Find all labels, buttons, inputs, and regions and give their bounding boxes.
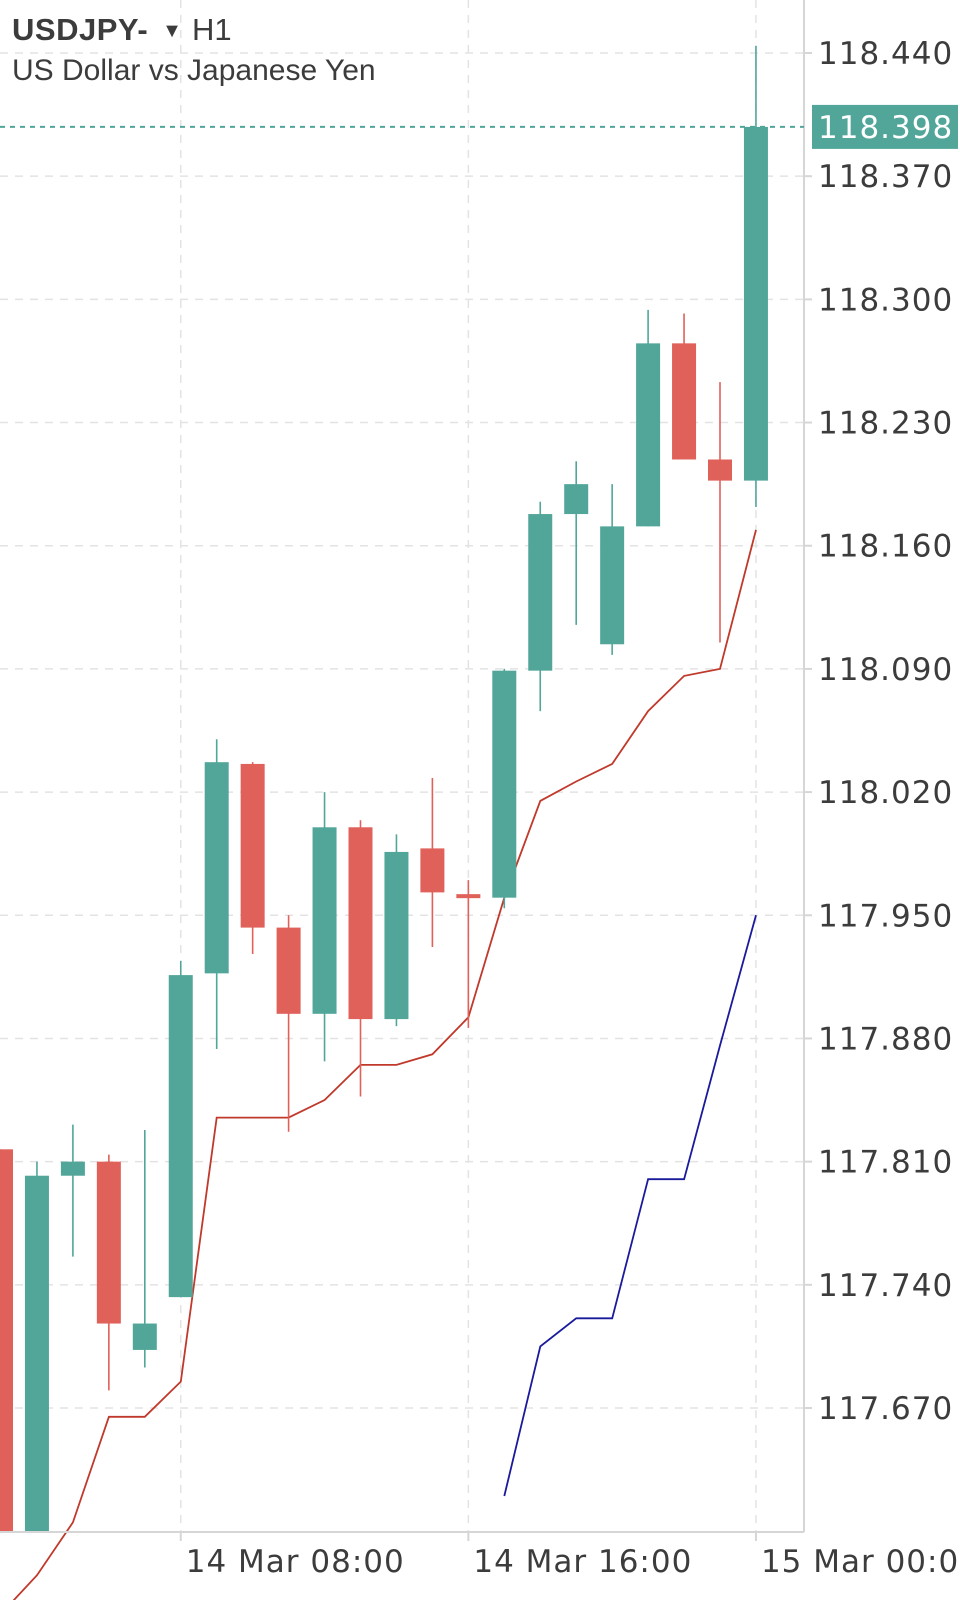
candle-body (420, 848, 445, 893)
candle-bearish (0, 1149, 13, 1532)
timeframe-label[interactable]: H1 (191, 12, 232, 47)
candle-bearish (420, 778, 445, 947)
candle-bearish (276, 915, 301, 1132)
symbol-description: US Dollar vs Japanese Yen (12, 54, 376, 87)
candle-bearish (348, 820, 373, 1097)
candle-body (24, 1175, 49, 1532)
current-price-label: 118.398 (818, 110, 953, 146)
price-tick-label: 117.740 (818, 1268, 953, 1304)
candle-bullish (204, 739, 229, 1050)
current-price-marker: 118.398 (0, 104, 958, 149)
candle-bearish (240, 762, 265, 954)
price-tick-label: 117.670 (818, 1391, 953, 1427)
candle-body (0, 1149, 13, 1532)
candle-body (96, 1161, 121, 1324)
candle-body (600, 526, 625, 645)
price-tick-label: 118.300 (818, 282, 953, 318)
price-tick-label: 117.880 (818, 1021, 953, 1057)
candle-body (60, 1161, 85, 1176)
price-axis-labels: 118.440 118.370 118.300 118.230 118.160 118.0… (818, 36, 953, 1427)
candle-body (240, 763, 265, 928)
candle-bullish (312, 792, 337, 1062)
time-axis-labels: 14 Mar 08:00 14 Mar 16:00 15 Mar 00:00 (186, 1544, 960, 1580)
candle-body (204, 762, 229, 974)
price-tick-label: 117.810 (818, 1145, 953, 1181)
candle-body (132, 1323, 157, 1350)
candle-bullish (24, 1161, 49, 1532)
caret-down-icon[interactable]: ▼ (162, 20, 182, 42)
price-tick-label: 118.160 (818, 529, 953, 565)
chart-header: USDJPY- ▼ H1 US Dollar vs Japanese Yen (12, 12, 376, 88)
candle-body (636, 343, 661, 527)
symbol-selector[interactable]: USDJPY- ▼ H1 (12, 12, 376, 48)
candle-body (708, 459, 732, 481)
indicator-line (503, 915, 757, 1497)
candle-body (312, 827, 337, 1014)
candle-bearish (456, 880, 481, 1028)
price-tick-label: 118.230 (818, 406, 953, 442)
chart-grid (0, 0, 812, 1541)
candle-bullish (636, 309, 661, 527)
candle-body (456, 894, 481, 899)
price-tick-label: 118.090 (818, 652, 953, 688)
indicator-lines (12, 529, 757, 1600)
price-tick-label: 118.440 (818, 36, 953, 72)
time-tick-label: 14 Mar 16:00 (473, 1544, 692, 1580)
candle-bearish (672, 313, 697, 460)
candle-bullish (168, 961, 193, 1298)
candle-body (528, 514, 553, 671)
candle-bearish (96, 1154, 121, 1391)
indicator-line (12, 529, 757, 1600)
time-tick-label: 14 Mar 08:00 (186, 1544, 405, 1580)
price-tick-label: 118.020 (818, 775, 953, 811)
time-tick-label: 15 Mar 00:00 (761, 1544, 960, 1580)
candle-bullish (384, 834, 409, 1027)
candle-bullish (564, 461, 589, 625)
candle-body (564, 484, 589, 515)
candle-body (492, 670, 517, 898)
price-tick-label: 118.370 (818, 159, 953, 195)
candle-body (276, 927, 301, 1014)
candle-body (384, 851, 409, 1020)
candle-body (743, 126, 768, 481)
candle-body (168, 975, 193, 1298)
chart-axes (0, 0, 805, 1533)
candle-bearish (708, 382, 732, 643)
candlesticks (0, 45, 768, 1532)
symbol-name[interactable]: USDJPY- (12, 12, 149, 47)
current-price-tag (812, 104, 958, 149)
candle-bullish (600, 484, 625, 655)
candle-bullish (60, 1124, 85, 1257)
candle-bullish (743, 45, 768, 508)
candle-bullish (528, 501, 553, 712)
candle-body (348, 827, 373, 1020)
candle-bullish (132, 1129, 157, 1368)
candle-bullish (492, 668, 517, 909)
candle-body (672, 343, 697, 460)
price-tick-label: 117.950 (818, 898, 953, 934)
